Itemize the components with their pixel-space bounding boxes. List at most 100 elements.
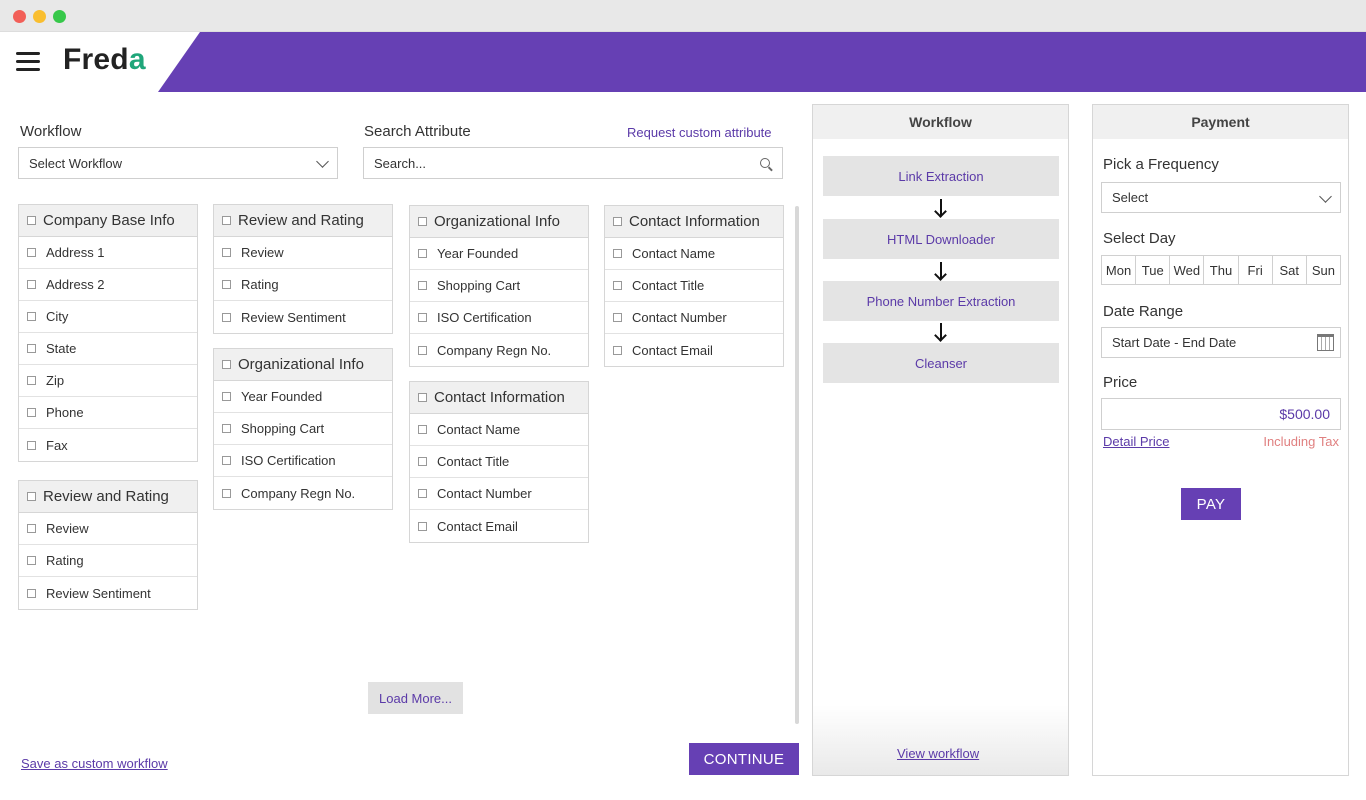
attribute-checkbox[interactable] xyxy=(27,588,36,598)
attribute-row[interactable]: Shopping Cart xyxy=(410,270,588,302)
day-mon[interactable]: Mon xyxy=(1102,256,1137,284)
attribute-row[interactable]: Review Sentiment xyxy=(214,301,392,333)
price-field[interactable]: $500.00 xyxy=(1101,398,1341,430)
day-fri[interactable]: Fri xyxy=(1239,256,1273,284)
select-all-checkbox[interactable] xyxy=(27,492,36,501)
attribute-row[interactable]: City xyxy=(19,301,197,333)
attribute-checkbox[interactable] xyxy=(27,524,36,533)
attribute-row[interactable]: Contact Title xyxy=(605,270,783,302)
attribute-row[interactable]: Shopping Cart xyxy=(214,413,392,445)
attribute-checkbox[interactable] xyxy=(27,280,36,289)
calendar-icon[interactable] xyxy=(1317,334,1334,351)
freda-logo[interactable]: Freda xyxy=(63,43,146,77)
attribute-checkbox[interactable] xyxy=(418,313,427,322)
attribute-row[interactable]: Fax xyxy=(19,429,197,461)
frequency-select[interactable]: Select xyxy=(1101,182,1341,213)
save-custom-workflow-link[interactable]: Save as custom workflow xyxy=(21,756,168,771)
card-header[interactable]: Review and Rating xyxy=(19,481,197,513)
attribute-row[interactable]: Review xyxy=(19,513,197,545)
attribute-checkbox[interactable] xyxy=(222,248,231,257)
attributes-scrollbar[interactable] xyxy=(795,206,799,724)
attribute-row[interactable]: Contact Email xyxy=(410,510,588,542)
day-sun[interactable]: Sun xyxy=(1311,262,1335,278)
attribute-row[interactable]: Contact Email xyxy=(605,334,783,366)
select-all-checkbox[interactable] xyxy=(222,360,231,369)
maximize-window-button[interactable] xyxy=(53,10,66,23)
day-wed[interactable]: Wed xyxy=(1170,256,1205,284)
attribute-row[interactable]: Address 1 xyxy=(19,237,197,269)
request-custom-attribute-link[interactable]: Request custom attribute xyxy=(627,125,772,140)
card-header[interactable]: Organizational Info xyxy=(410,206,588,238)
attribute-checkbox[interactable] xyxy=(613,345,622,355)
attribute-checkbox[interactable] xyxy=(27,344,36,353)
attribute-checkbox[interactable] xyxy=(222,392,231,401)
attribute-row[interactable]: Rating xyxy=(214,269,392,301)
attribute-checkbox[interactable] xyxy=(27,440,36,450)
attribute-row[interactable]: Rating xyxy=(19,545,197,577)
workflow-step-phone-number-extraction[interactable]: Phone Number Extraction xyxy=(823,281,1059,321)
attribute-row[interactable]: Contact Number xyxy=(605,302,783,334)
workflow-step-link-extraction[interactable]: Link Extraction xyxy=(823,156,1059,196)
attribute-row[interactable]: Contact Name xyxy=(410,414,588,446)
attribute-row[interactable]: Company Regn No. xyxy=(214,477,392,509)
attribute-row[interactable]: Review Sentiment xyxy=(19,577,197,609)
attribute-row[interactable]: Phone xyxy=(19,397,197,429)
attribute-checkbox[interactable] xyxy=(222,312,231,322)
load-more-button[interactable]: Load More... xyxy=(368,682,463,714)
attribute-row[interactable]: Year Founded xyxy=(410,238,588,270)
attribute-checkbox[interactable] xyxy=(418,425,427,434)
select-all-checkbox[interactable] xyxy=(418,217,427,226)
attribute-checkbox[interactable] xyxy=(222,280,231,289)
workflow-step-cleanser[interactable]: Cleanser xyxy=(823,343,1059,383)
attribute-row[interactable]: Year Founded xyxy=(214,381,392,413)
attribute-checkbox[interactable] xyxy=(613,249,622,258)
continue-button[interactable]: CONTINUE xyxy=(689,743,799,775)
hamburger-menu-icon[interactable] xyxy=(16,52,40,72)
attribute-checkbox[interactable] xyxy=(27,248,36,257)
close-window-button[interactable] xyxy=(13,10,26,23)
attribute-checkbox[interactable] xyxy=(418,489,427,498)
card-header[interactable]: Contact Information xyxy=(605,206,783,238)
day-thu[interactable]: Thu xyxy=(1204,256,1239,284)
view-workflow-link[interactable]: View workflow xyxy=(897,746,980,761)
attribute-checkbox[interactable] xyxy=(27,376,36,385)
attribute-row[interactable]: ISO Certification xyxy=(410,302,588,334)
attribute-checkbox[interactable] xyxy=(418,281,427,290)
workflow-select[interactable]: Select Workflow xyxy=(18,147,338,179)
pay-button[interactable]: PAY xyxy=(1181,488,1241,520)
attribute-row[interactable]: Contact Name xyxy=(605,238,783,270)
attribute-checkbox[interactable] xyxy=(222,424,231,433)
detail-price-link[interactable]: Detail Price xyxy=(1103,434,1170,449)
attribute-row[interactable]: Review xyxy=(214,237,392,269)
attribute-row[interactable]: State xyxy=(19,333,197,365)
day-sat[interactable]: Sat xyxy=(1273,256,1307,284)
workflow-step-html-downloader[interactable]: HTML Downloader xyxy=(823,219,1059,259)
search-icon[interactable] xyxy=(760,158,770,168)
attribute-row[interactable]: Zip xyxy=(19,365,197,397)
card-header[interactable]: Organizational Info xyxy=(214,349,392,381)
attribute-checkbox[interactable] xyxy=(418,345,427,355)
minimize-window-button[interactable] xyxy=(33,10,46,23)
card-header[interactable]: Review and Rating xyxy=(214,205,392,237)
attribute-checkbox[interactable] xyxy=(27,556,36,565)
card-header[interactable]: Contact Information xyxy=(410,382,588,414)
attribute-checkbox[interactable] xyxy=(418,249,427,258)
card-header[interactable]: Company Base Info xyxy=(19,205,197,237)
attribute-checkbox[interactable] xyxy=(613,281,622,290)
select-all-checkbox[interactable] xyxy=(418,393,427,402)
attribute-row[interactable]: Contact Number xyxy=(410,478,588,510)
attribute-checkbox[interactable] xyxy=(418,521,427,531)
attribute-row[interactable]: Company Regn No. xyxy=(410,334,588,366)
attribute-checkbox[interactable] xyxy=(418,457,427,466)
attribute-checkbox[interactable] xyxy=(222,488,231,498)
date-range-input[interactable]: Start Date - End Date xyxy=(1101,327,1341,358)
attribute-checkbox[interactable] xyxy=(222,456,231,465)
attribute-row[interactable]: Contact Title xyxy=(410,446,588,478)
select-all-checkbox[interactable] xyxy=(27,216,36,225)
select-all-checkbox[interactable] xyxy=(613,217,622,226)
attribute-row[interactable]: Address 2 xyxy=(19,269,197,301)
attribute-checkbox[interactable] xyxy=(27,312,36,321)
day-tue[interactable]: Tue xyxy=(1136,256,1171,284)
search-input[interactable]: Search... xyxy=(363,147,783,179)
attribute-checkbox[interactable] xyxy=(613,313,622,322)
